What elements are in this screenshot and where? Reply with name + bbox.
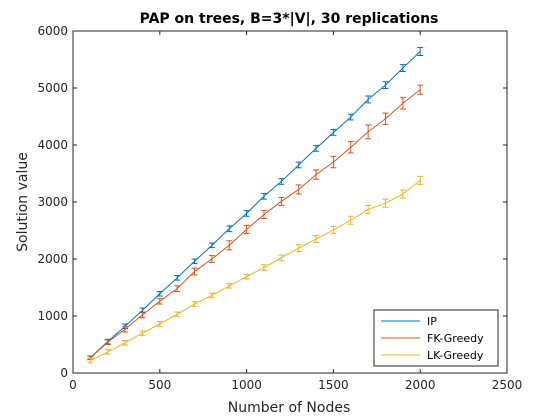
error-bar xyxy=(260,192,267,200)
series-lk-greedy xyxy=(87,175,424,364)
error-bar xyxy=(313,235,320,243)
error-bar xyxy=(347,141,354,154)
error-bar xyxy=(104,339,111,345)
y-tick-label: 2000 xyxy=(37,252,68,266)
error-bar xyxy=(278,254,285,262)
error-bar xyxy=(417,175,424,185)
error-bar xyxy=(243,210,250,217)
error-bar xyxy=(313,145,320,152)
error-bar xyxy=(122,340,129,346)
y-tick-label: 1000 xyxy=(37,309,68,323)
error-bar xyxy=(417,47,424,57)
error-bar xyxy=(226,240,233,251)
error-bar xyxy=(122,325,129,333)
error-bar xyxy=(208,242,215,249)
x-axis: 0 500 1000 1500 2000 2500 xyxy=(69,31,522,392)
error-bar xyxy=(156,290,163,297)
error-bar xyxy=(174,285,181,292)
error-bar xyxy=(191,258,198,265)
error-bar xyxy=(191,301,198,307)
error-bar xyxy=(295,244,302,253)
error-bar xyxy=(226,283,233,289)
x-tick-label: 1000 xyxy=(231,378,262,392)
error-bar xyxy=(382,112,389,125)
error-bar xyxy=(330,155,337,169)
series-fk-greedy xyxy=(87,84,424,361)
error-bar xyxy=(365,95,372,104)
y-tick-label: 0 xyxy=(60,366,68,380)
error-bar xyxy=(226,225,233,233)
error-bar xyxy=(156,321,163,327)
error-bar xyxy=(243,224,250,234)
error-bar xyxy=(330,129,337,136)
error-bar xyxy=(399,64,406,72)
error-bar xyxy=(295,161,302,169)
error-bar xyxy=(313,169,320,180)
y-tick-label: 6000 xyxy=(37,24,68,38)
legend-label-fk-greedy: FK-Greedy xyxy=(427,332,484,345)
x-tick-label: 2000 xyxy=(405,378,436,392)
y-tick-label: 3000 xyxy=(37,195,68,209)
error-bar xyxy=(278,178,285,185)
error-bar xyxy=(208,255,215,263)
series-layer xyxy=(87,47,424,364)
error-bar xyxy=(330,226,337,234)
x-tick-label: 500 xyxy=(148,378,171,392)
error-bar xyxy=(87,357,94,364)
error-bar xyxy=(104,349,111,355)
error-bar xyxy=(417,84,424,95)
error-bar xyxy=(399,97,406,110)
y-tick-label: 4000 xyxy=(37,138,68,152)
error-bar xyxy=(208,292,215,299)
error-bar xyxy=(347,215,354,225)
error-bar xyxy=(139,330,146,336)
error-bar xyxy=(139,311,146,319)
x-tick-label: 1500 xyxy=(318,378,349,392)
series-line-lk-greedy xyxy=(90,179,421,361)
series-line-fk-greedy xyxy=(90,89,421,359)
error-bar xyxy=(295,184,302,195)
x-tick-label: 0 xyxy=(69,378,77,392)
error-bar xyxy=(260,264,267,271)
x-axis-title: Number of Nodes xyxy=(228,400,350,416)
legend-label-lk-greedy: LK-Greedy xyxy=(427,349,484,362)
legend: IP FK-Greedy LK-Greedy xyxy=(373,309,499,367)
error-bar xyxy=(174,275,181,281)
error-bar xyxy=(156,297,163,305)
y-tick-label: 5000 xyxy=(37,81,68,95)
error-bar xyxy=(365,204,372,214)
error-bar xyxy=(382,198,389,208)
error-bar xyxy=(382,81,389,90)
error-bar xyxy=(174,311,181,318)
error-bar xyxy=(347,113,354,121)
legend-label-ip: IP xyxy=(427,315,437,328)
error-bar xyxy=(365,124,372,140)
chart-title: PAP on trees, B=3*|V|, 30 replications xyxy=(140,11,439,27)
error-bar xyxy=(278,196,285,206)
x-tick-label: 2500 xyxy=(492,378,523,392)
y-axis: 0 1000 2000 3000 4000 5000 6000 xyxy=(37,24,507,380)
error-bar xyxy=(243,273,250,280)
error-bar xyxy=(191,267,198,276)
error-bar xyxy=(260,210,267,220)
error-bar xyxy=(399,189,406,199)
y-axis-title: Solution value xyxy=(15,152,31,252)
